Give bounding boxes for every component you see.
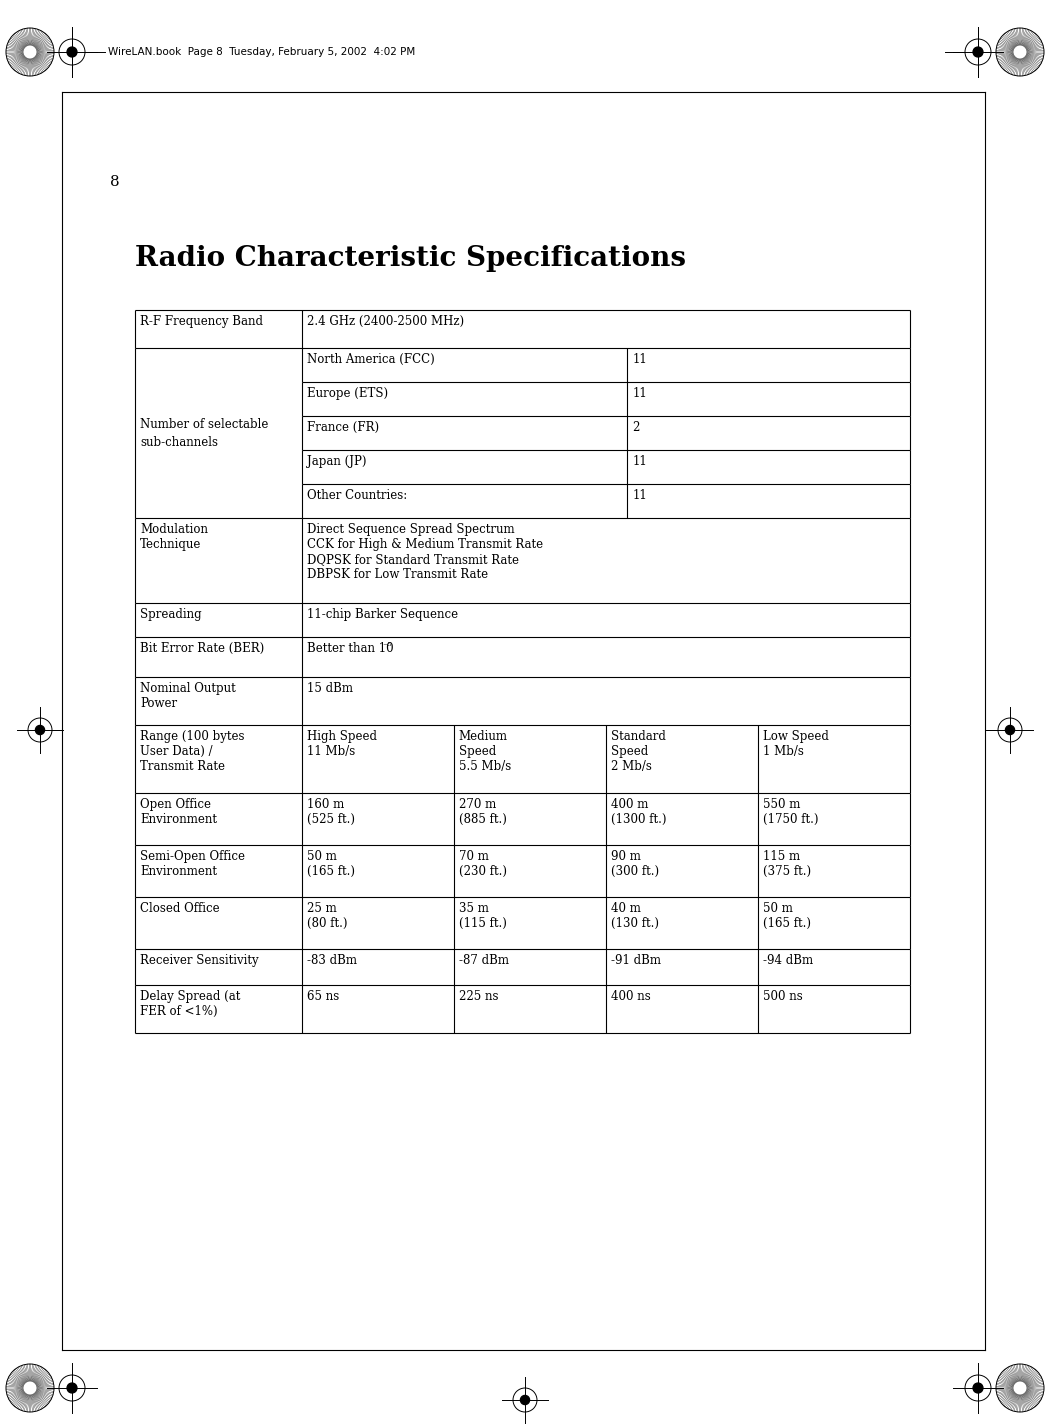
Text: 225 ns: 225 ns bbox=[458, 990, 498, 1002]
Text: -83 dBm: -83 dBm bbox=[307, 954, 356, 967]
Circle shape bbox=[973, 47, 983, 57]
Text: 11-chip Barker Sequence: 11-chip Barker Sequence bbox=[307, 607, 458, 620]
Text: North America (FCC): North America (FCC) bbox=[307, 354, 434, 366]
Text: -91 dBm: -91 dBm bbox=[611, 954, 661, 967]
Text: 8: 8 bbox=[110, 175, 120, 190]
Text: Spreading: Spreading bbox=[140, 607, 202, 620]
Text: 90 m
(300 ft.): 90 m (300 ft.) bbox=[611, 850, 659, 878]
Circle shape bbox=[1013, 1382, 1027, 1395]
Circle shape bbox=[67, 47, 77, 57]
Text: Direct Sequence Spread Spectrum
CCK for High & Medium Transmit Rate
DQPSK for St: Direct Sequence Spread Spectrum CCK for … bbox=[307, 523, 542, 580]
Text: Medium
Speed
5.5 Mb/s: Medium Speed 5.5 Mb/s bbox=[458, 730, 511, 773]
Text: WireLAN.book  Page 8  Tuesday, February 5, 2002  4:02 PM: WireLAN.book Page 8 Tuesday, February 5,… bbox=[108, 47, 415, 57]
Text: 40 m
(130 ft.): 40 m (130 ft.) bbox=[611, 903, 659, 930]
Text: 25 m
(80 ft.): 25 m (80 ft.) bbox=[307, 903, 347, 930]
Text: 15 dBm: 15 dBm bbox=[307, 682, 353, 694]
Text: Bit Error Rate (BER): Bit Error Rate (BER) bbox=[140, 642, 264, 655]
Text: France (FR): France (FR) bbox=[307, 421, 378, 434]
Text: Closed Office: Closed Office bbox=[140, 903, 220, 915]
Circle shape bbox=[1006, 726, 1014, 734]
Text: 400 ns: 400 ns bbox=[611, 990, 651, 1002]
Text: Radio Characteristic Specifications: Radio Characteristic Specifications bbox=[135, 245, 686, 272]
Text: 70 m
(230 ft.): 70 m (230 ft.) bbox=[458, 850, 507, 878]
Text: -87 dBm: -87 dBm bbox=[458, 954, 509, 967]
Text: 11: 11 bbox=[632, 489, 646, 502]
Text: Delay Spread (at
FER of <1%): Delay Spread (at FER of <1%) bbox=[140, 990, 241, 1018]
Circle shape bbox=[973, 1383, 983, 1393]
Text: Europe (ETS): Europe (ETS) bbox=[307, 386, 388, 401]
Text: 270 m
(885 ft.): 270 m (885 ft.) bbox=[458, 799, 507, 826]
Text: Range (100 bytes
User Data) /
Transmit Rate: Range (100 bytes User Data) / Transmit R… bbox=[140, 730, 245, 773]
Text: Other Countries:: Other Countries: bbox=[307, 489, 407, 502]
Text: 550 m
(1750 ft.): 550 m (1750 ft.) bbox=[763, 799, 819, 826]
Text: 11: 11 bbox=[632, 386, 646, 401]
Text: 115 m
(375 ft.): 115 m (375 ft.) bbox=[763, 850, 811, 878]
Circle shape bbox=[67, 1383, 77, 1393]
Text: Open Office
Environment: Open Office Environment bbox=[140, 799, 217, 826]
Text: 35 m
(115 ft.): 35 m (115 ft.) bbox=[458, 903, 507, 930]
Text: 50 m
(165 ft.): 50 m (165 ft.) bbox=[307, 850, 354, 878]
Text: 400 m
(1300 ft.): 400 m (1300 ft.) bbox=[611, 799, 666, 826]
Circle shape bbox=[520, 1396, 530, 1405]
Circle shape bbox=[23, 46, 37, 58]
Circle shape bbox=[36, 726, 44, 734]
Text: 160 m
(525 ft.): 160 m (525 ft.) bbox=[307, 799, 354, 826]
Circle shape bbox=[23, 1382, 37, 1395]
Text: -94 dBm: -94 dBm bbox=[763, 954, 813, 967]
Text: Receiver Sensitivity: Receiver Sensitivity bbox=[140, 954, 259, 967]
Text: 11: 11 bbox=[632, 354, 646, 366]
Text: Standard
Speed
2 Mb/s: Standard Speed 2 Mb/s bbox=[611, 730, 665, 773]
Text: High Speed
11 Mb/s: High Speed 11 Mb/s bbox=[307, 730, 376, 759]
Text: Japan (JP): Japan (JP) bbox=[307, 455, 366, 468]
Text: 2.4 GHz (2400-2500 MHz): 2.4 GHz (2400-2500 MHz) bbox=[307, 315, 463, 328]
Text: ⁻⁵: ⁻⁵ bbox=[383, 642, 392, 652]
Text: 65 ns: 65 ns bbox=[307, 990, 338, 1002]
Text: Low Speed
1 Mb/s: Low Speed 1 Mb/s bbox=[763, 730, 829, 759]
Text: Modulation
Technique: Modulation Technique bbox=[140, 523, 208, 550]
Text: Nominal Output
Power: Nominal Output Power bbox=[140, 682, 235, 710]
Text: 500 ns: 500 ns bbox=[763, 990, 803, 1002]
Text: 11: 11 bbox=[632, 455, 646, 468]
Text: 50 m
(165 ft.): 50 m (165 ft.) bbox=[763, 903, 811, 930]
Text: Number of selectable
sub-channels: Number of selectable sub-channels bbox=[140, 418, 268, 449]
Text: R-F Frequency Band: R-F Frequency Band bbox=[140, 315, 263, 328]
Text: Better than 10: Better than 10 bbox=[307, 642, 393, 655]
Text: Semi-Open Office
Environment: Semi-Open Office Environment bbox=[140, 850, 245, 878]
Text: 2: 2 bbox=[632, 421, 639, 434]
Circle shape bbox=[1013, 46, 1027, 58]
